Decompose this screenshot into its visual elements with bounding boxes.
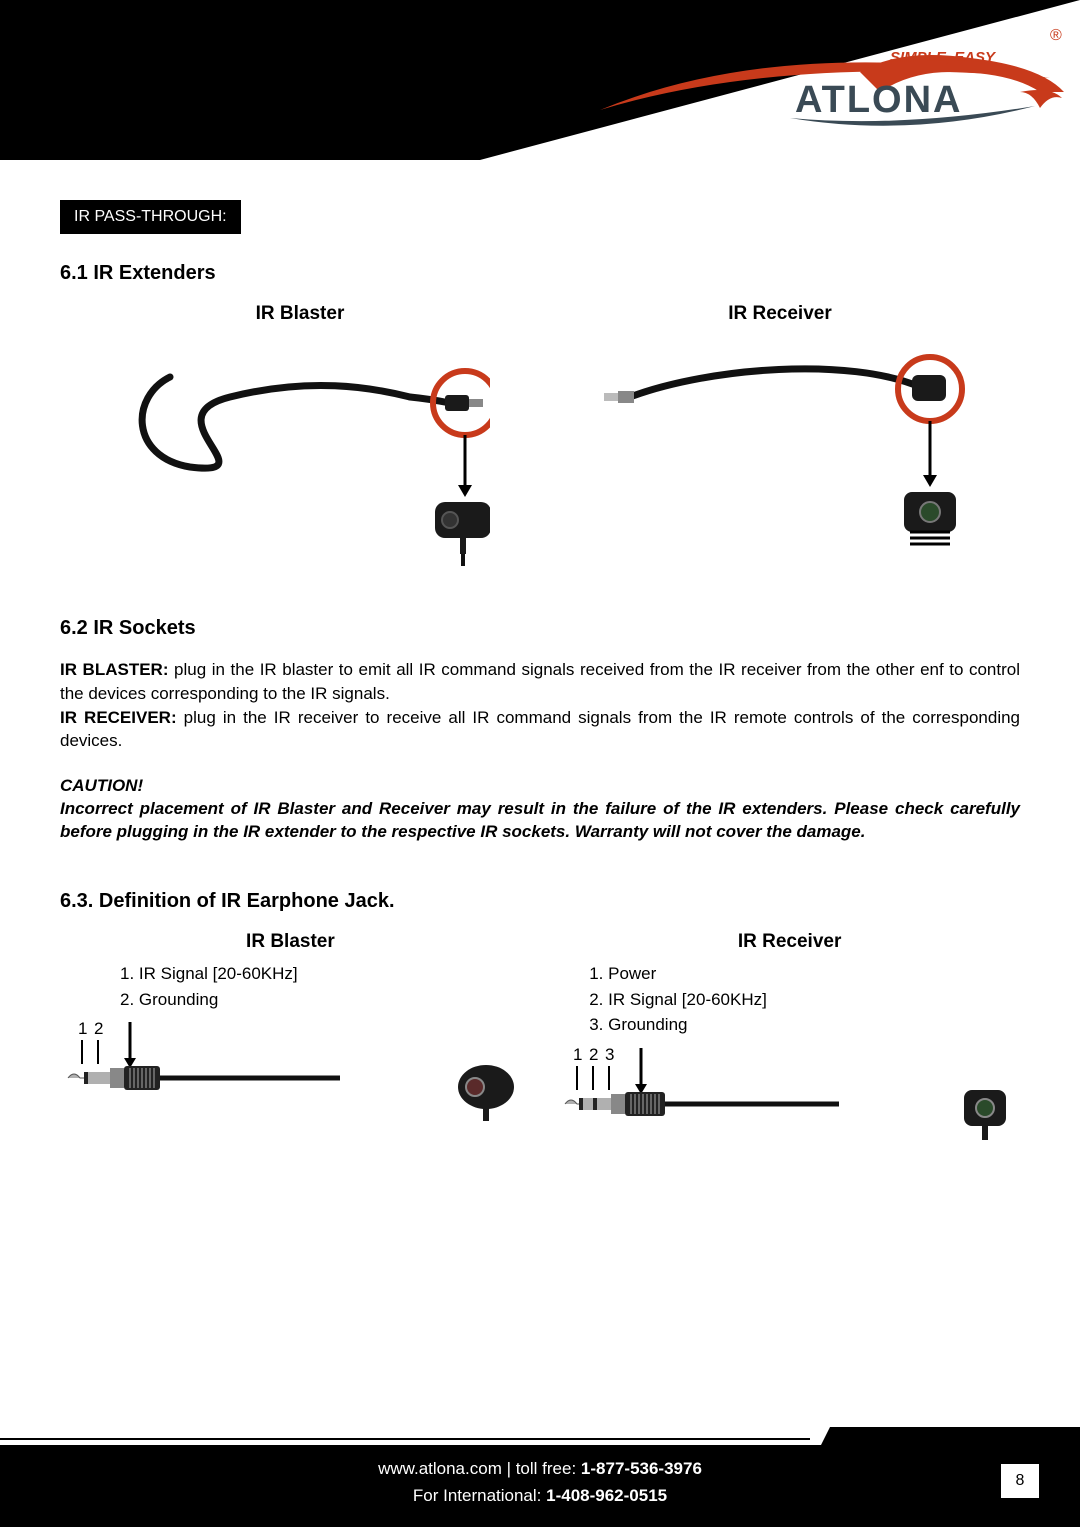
jack-blaster-emitter-icon xyxy=(451,1012,521,1122)
jack-blaster-column: IR Blaster 1. IR Signal [20-60KHz] 2. Gr… xyxy=(60,931,521,1148)
footer-intl: 1-408-962-0515 xyxy=(546,1486,667,1505)
jack-receiver-column: IR Receiver 1. Power 2. IR Signal [20-60… xyxy=(559,931,1020,1148)
jack-receiver-item-2: 2. IR Signal [20-60KHz] xyxy=(589,987,934,1013)
svg-text:2: 2 xyxy=(94,1019,103,1038)
svg-text:1: 1 xyxy=(573,1045,582,1064)
footer-line2-prefix: For International: xyxy=(413,1486,546,1505)
section-badge-ir-passthrough: IR PASS-THROUGH: xyxy=(60,200,241,234)
caution-body: Incorrect placement of IR Blaster and Re… xyxy=(60,799,1020,841)
footer-text: www.atlona.com | toll free: 1-877-536-39… xyxy=(0,1455,1080,1509)
ir-receiver-term: IR RECEIVER: xyxy=(60,708,177,727)
footer-tollfree: 1-877-536-3976 xyxy=(581,1459,702,1478)
caution-block: CAUTION! Incorrect placement of IR Blast… xyxy=(60,775,1020,844)
footer-line1-prefix: www.atlona.com | toll free: xyxy=(378,1459,581,1478)
header-brand-area: SIMPLE, EASY ATLONA ® xyxy=(480,0,1080,160)
svg-text:3: 3 xyxy=(605,1045,614,1064)
jack-blaster-item-1: 1. IR Signal [20-60KHz] xyxy=(120,961,435,987)
jack-receiver-diagram: 1 2 3 xyxy=(559,1038,839,1148)
jack-blaster-list: 1. IR Signal [20-60KHz] 2. Grounding xyxy=(60,961,435,1012)
ir-blaster-description: IR BLASTER: plug in the IR blaster to em… xyxy=(60,658,1020,753)
jack-blaster-title: IR Blaster xyxy=(60,931,521,953)
svg-text:ATLONA: ATLONA xyxy=(795,79,963,121)
section-6-1-title: 6.1 IR Extenders xyxy=(60,262,1020,285)
jack-receiver-emitter-icon xyxy=(950,1038,1020,1148)
page-number: 8 xyxy=(1000,1463,1040,1499)
ir-receiver-text: plug in the IR receiver to receive all I… xyxy=(60,708,1020,751)
svg-text:1: 1 xyxy=(78,1019,87,1038)
jack-blaster-item-2: 2. Grounding xyxy=(120,987,435,1013)
ir-blaster-figure xyxy=(110,337,490,567)
jack-receiver-item-1: 1. Power xyxy=(589,961,934,987)
section-6-3-title: 6.3. Definition of IR Earphone Jack. xyxy=(60,890,1020,913)
svg-text:SIMPLE, EASY: SIMPLE, EASY xyxy=(890,49,997,66)
ir-extenders-row: IR Blaster xyxy=(60,303,1020,567)
page-footer: www.atlona.com | toll free: 1-877-536-39… xyxy=(0,1427,1080,1527)
jack-row: IR Blaster 1. IR Signal [20-60KHz] 2. Gr… xyxy=(60,931,1020,1148)
section-6-2-title: 6.2 IR Sockets xyxy=(60,617,1020,640)
svg-text:®: ® xyxy=(1050,27,1062,44)
jack-receiver-item-3: 3. Grounding xyxy=(589,1012,934,1038)
ir-receiver-figure xyxy=(590,337,970,567)
ir-blaster-column: IR Blaster xyxy=(70,303,531,567)
ir-receiver-label: IR Receiver xyxy=(728,303,832,325)
jack-receiver-title: IR Receiver xyxy=(559,931,1020,953)
ir-receiver-column: IR Receiver xyxy=(550,303,1011,567)
page-header: SIMPLE, EASY ATLONA ® xyxy=(0,0,1080,160)
ir-blaster-term: IR BLASTER: xyxy=(60,660,169,679)
jack-receiver-list: 1. Power 2. IR Signal [20-60KHz] 3. Grou… xyxy=(559,961,934,1038)
jack-blaster-diagram: 1 2 xyxy=(60,1012,340,1122)
page-content: IR PASS-THROUGH: 6.1 IR Extenders IR Bla… xyxy=(0,160,1080,1148)
ir-blaster-text: plug in the IR blaster to emit all IR co… xyxy=(60,660,1020,703)
svg-text:2: 2 xyxy=(589,1045,598,1064)
caution-title: CAUTION! xyxy=(60,776,143,795)
ir-blaster-label: IR Blaster xyxy=(256,303,345,325)
